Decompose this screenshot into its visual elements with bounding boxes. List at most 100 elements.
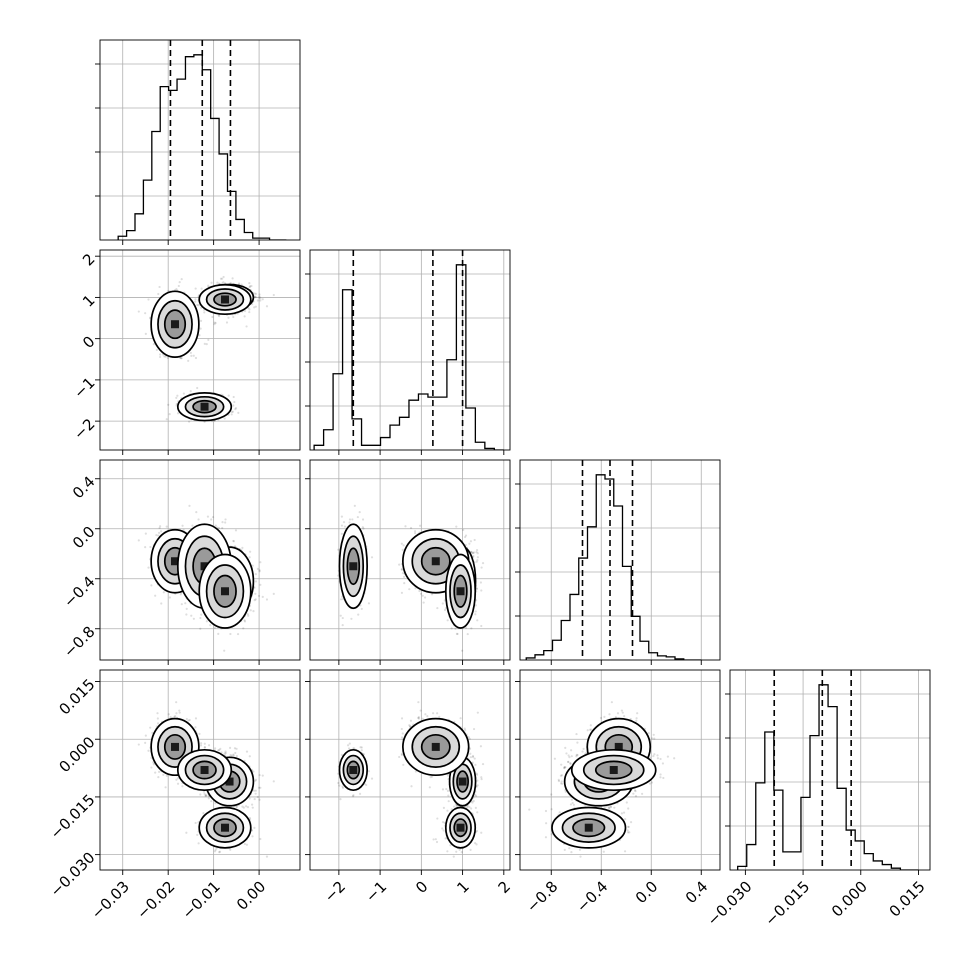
scatter-point xyxy=(241,546,244,549)
scatter-point xyxy=(474,613,477,616)
scatter-point xyxy=(229,632,232,636)
scatter-point xyxy=(192,617,195,620)
scatter-point xyxy=(254,572,257,576)
scatter-point xyxy=(166,356,169,360)
scatter-point xyxy=(195,510,198,514)
scatter-point xyxy=(258,569,261,572)
scatter-point xyxy=(475,560,478,563)
scatter-point xyxy=(167,403,170,406)
scatter-point xyxy=(418,589,421,593)
scatter-point xyxy=(213,323,216,326)
scatter-point xyxy=(175,287,178,291)
scatter-point xyxy=(227,394,230,397)
scatter-point xyxy=(189,389,192,393)
scatter-point xyxy=(213,321,216,324)
scatter-point xyxy=(232,315,235,319)
scatter-point xyxy=(254,592,257,595)
scatter-point xyxy=(249,609,252,612)
scatter-point xyxy=(199,616,202,620)
scatter-point xyxy=(165,418,168,421)
scatter-point xyxy=(211,515,215,519)
scatter-point xyxy=(243,315,246,318)
scatter-point xyxy=(158,531,161,534)
histogram-panel-2 xyxy=(305,249,511,455)
scatter-point xyxy=(257,296,261,299)
histogram-step-line xyxy=(117,54,287,240)
scatter-point xyxy=(180,277,183,281)
scatter-point xyxy=(254,296,257,299)
scatter-point xyxy=(248,281,251,285)
scatter-point xyxy=(256,567,259,570)
scatter-point xyxy=(253,292,256,295)
scatter-point xyxy=(245,325,248,328)
scatter-point xyxy=(461,649,464,652)
scatter-point xyxy=(408,588,411,591)
density-peak xyxy=(200,402,209,411)
scatter-point xyxy=(194,356,198,360)
scatter-point xyxy=(353,504,356,507)
scatter-point xyxy=(398,563,401,566)
scatter-point xyxy=(222,281,225,284)
scatter-point xyxy=(200,613,203,616)
scatter-point xyxy=(191,524,194,527)
scatter-point xyxy=(402,544,405,547)
scatter-point xyxy=(232,539,235,543)
scatter-point xyxy=(455,525,458,528)
scatter-point xyxy=(159,530,163,533)
scatter-point xyxy=(258,570,261,573)
scatter-point xyxy=(243,620,247,623)
scatter-point xyxy=(147,566,150,569)
scatter-point xyxy=(209,624,212,627)
scatter-point xyxy=(179,357,182,360)
scatter-point xyxy=(159,355,162,359)
scatter-point xyxy=(234,529,238,532)
histogram-panel-1 xyxy=(95,39,301,245)
scatter-point xyxy=(144,332,147,335)
scatter-point xyxy=(152,343,155,346)
scatter-point xyxy=(144,312,147,315)
scatter-panel-3-1 xyxy=(95,459,301,665)
scatter-point xyxy=(211,315,214,319)
scatter-point xyxy=(254,598,257,601)
scatter-point xyxy=(234,407,238,410)
scatter-point xyxy=(265,305,269,308)
scatter-point xyxy=(231,410,235,413)
scatter-point xyxy=(234,408,237,411)
scatter-point xyxy=(242,627,245,630)
scatter-point xyxy=(232,404,235,407)
scatter-point xyxy=(207,338,210,341)
density-peak xyxy=(200,562,209,571)
scatter-point xyxy=(181,524,184,527)
scatter-point xyxy=(155,348,158,352)
scatter-point xyxy=(162,591,165,594)
scatter-point xyxy=(248,308,251,311)
scatter-point xyxy=(471,551,475,554)
panel-frame xyxy=(309,249,511,451)
scatter-point xyxy=(350,617,353,620)
scatter-point xyxy=(223,417,226,420)
scatter-point xyxy=(203,311,206,314)
scatter-point xyxy=(419,524,422,527)
scatter-point xyxy=(247,614,250,617)
scatter-point xyxy=(430,593,434,596)
scatter-point xyxy=(221,520,224,524)
scatter-point xyxy=(462,528,465,532)
scatter-point xyxy=(340,532,343,535)
scatter-point xyxy=(225,321,229,324)
scatter-point xyxy=(165,525,168,528)
scatter-point xyxy=(197,518,200,521)
scatter-point xyxy=(219,277,223,280)
scatter-point xyxy=(254,292,258,295)
scatter-point xyxy=(480,589,483,592)
scatter-point xyxy=(254,305,257,308)
scatter-point xyxy=(251,564,254,567)
scatter-point xyxy=(272,592,275,595)
scatter-point xyxy=(205,620,208,623)
scatter-point xyxy=(401,548,404,551)
scatter-point xyxy=(248,556,251,559)
scatter-point xyxy=(236,632,240,636)
scatter-point xyxy=(214,321,217,325)
scatter-point xyxy=(206,515,210,518)
scatter-point xyxy=(221,277,224,280)
scatter-point xyxy=(231,277,234,280)
